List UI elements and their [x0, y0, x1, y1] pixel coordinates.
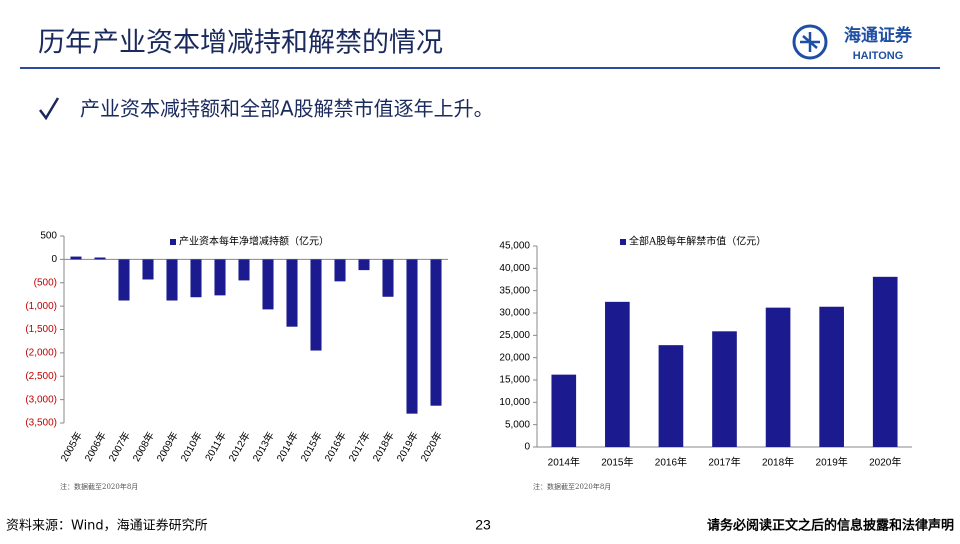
- disclaimer: 请务必阅读正文之后的信息披露和法律声明: [707, 518, 954, 534]
- y-tick-label: 20,000: [499, 352, 530, 363]
- bar: [819, 306, 844, 447]
- x-tick-label: 2019年: [394, 429, 421, 463]
- logo-mark: [800, 32, 820, 52]
- bar: [406, 259, 418, 414]
- bar: [430, 259, 442, 406]
- x-tick-label: 2018年: [762, 456, 794, 469]
- x-tick-label: 2006年: [82, 429, 109, 463]
- logo-icon: [792, 24, 828, 60]
- bar: [382, 259, 394, 297]
- bar: [118, 259, 130, 301]
- x-tick-label: 2014年: [548, 456, 580, 469]
- x-tick-label: 2010年: [178, 429, 205, 463]
- x-tick-label: 2017年: [346, 429, 373, 463]
- bar: [358, 259, 370, 271]
- bar: [238, 259, 250, 281]
- legend-swatch: [620, 239, 626, 245]
- y-tick-label: (2,500): [25, 371, 57, 382]
- bar: [166, 259, 178, 301]
- y-tick-label: (2,000): [25, 348, 57, 359]
- bar: [551, 374, 577, 447]
- y-tick-label: 10,000: [499, 397, 530, 408]
- x-tick-label: 2016年: [655, 456, 687, 469]
- x-tick-label: 2016年: [322, 429, 349, 463]
- x-tick-label: 2019年: [816, 456, 848, 469]
- chart-note: 注：数据截至2020年8月: [533, 482, 611, 491]
- x-tick-label: 2020年: [418, 429, 445, 463]
- check-icon: [39, 97, 60, 121]
- bar: [658, 345, 684, 447]
- x-tick-label: 2015年: [601, 456, 633, 469]
- x-tick-label: 2015年: [298, 429, 325, 463]
- slide-title: 历年产业资本增减持和解禁的情况: [38, 28, 443, 59]
- y-tick-label: (1,000): [25, 301, 57, 312]
- bullet-text: 产业资本减持额和全部A股解禁市值逐年上升。: [80, 97, 494, 121]
- y-tick-label: 40,000: [499, 263, 530, 274]
- x-tick-label: 2013年: [250, 429, 277, 463]
- bar: [214, 259, 226, 296]
- y-tick-label: (3,000): [25, 394, 57, 405]
- y-tick-label: 0: [51, 254, 57, 265]
- y-tick-label: 45,000: [499, 241, 530, 252]
- bar: [605, 301, 630, 447]
- bar: [310, 259, 322, 351]
- bar: [142, 259, 154, 280]
- y-tick-label: 15,000: [499, 375, 530, 386]
- legend-label: 产业资本每年净增减持额（亿元）: [179, 235, 329, 248]
- x-tick-label: 2014年: [274, 429, 301, 463]
- bar: [765, 307, 791, 447]
- y-tick-label: 5,000: [505, 419, 530, 430]
- bar: [94, 257, 106, 260]
- bar: [334, 259, 346, 282]
- x-tick-label: 2017年: [708, 456, 740, 469]
- y-tick-label: (500): [34, 277, 57, 288]
- charts: 500 0 (500) (1,000) (1,500) (2,000) (2,500) (3,…: [25, 231, 912, 491]
- bar: [286, 259, 298, 327]
- logo-cn: 海通证券: [844, 25, 913, 46]
- x-tick-label: 2009年: [154, 429, 181, 463]
- logo: 海通证券 HAITONG: [792, 24, 913, 62]
- x-tick-label: 2012年: [226, 429, 253, 463]
- x-tick-label: 2005年: [58, 429, 85, 463]
- x-tick-label: 2007年: [106, 429, 133, 463]
- x-tick-label: 2008年: [130, 429, 157, 463]
- bar: [872, 276, 898, 447]
- bar: [712, 331, 737, 447]
- x-tick-label: 2011年: [202, 429, 229, 463]
- y-tick-label: (3,500): [25, 418, 57, 429]
- bar: [262, 259, 274, 310]
- y-tick-label: 0: [524, 442, 530, 453]
- y-tick-label: 30,000: [499, 308, 530, 319]
- page-number: 23: [475, 517, 491, 533]
- y-tick-label: 25,000: [499, 330, 530, 341]
- legend-label: 全部A股每年解禁市值（亿元）: [629, 235, 766, 248]
- bar: [190, 259, 202, 298]
- x-tick-label: 2020年: [869, 456, 901, 469]
- chart-note: 注：数据截至2020年8月: [60, 482, 138, 491]
- legend-swatch: [170, 239, 176, 245]
- x-tick-label: 2018年: [370, 429, 397, 463]
- y-tick-label: (1,500): [25, 324, 57, 335]
- y-tick-label: 35,000: [499, 285, 530, 296]
- source: 资料来源：Wind，海通证券研究所: [6, 518, 208, 534]
- y-tick-label: 500: [40, 231, 57, 242]
- bar: [70, 256, 82, 260]
- logo-en: HAITONG: [853, 50, 904, 62]
